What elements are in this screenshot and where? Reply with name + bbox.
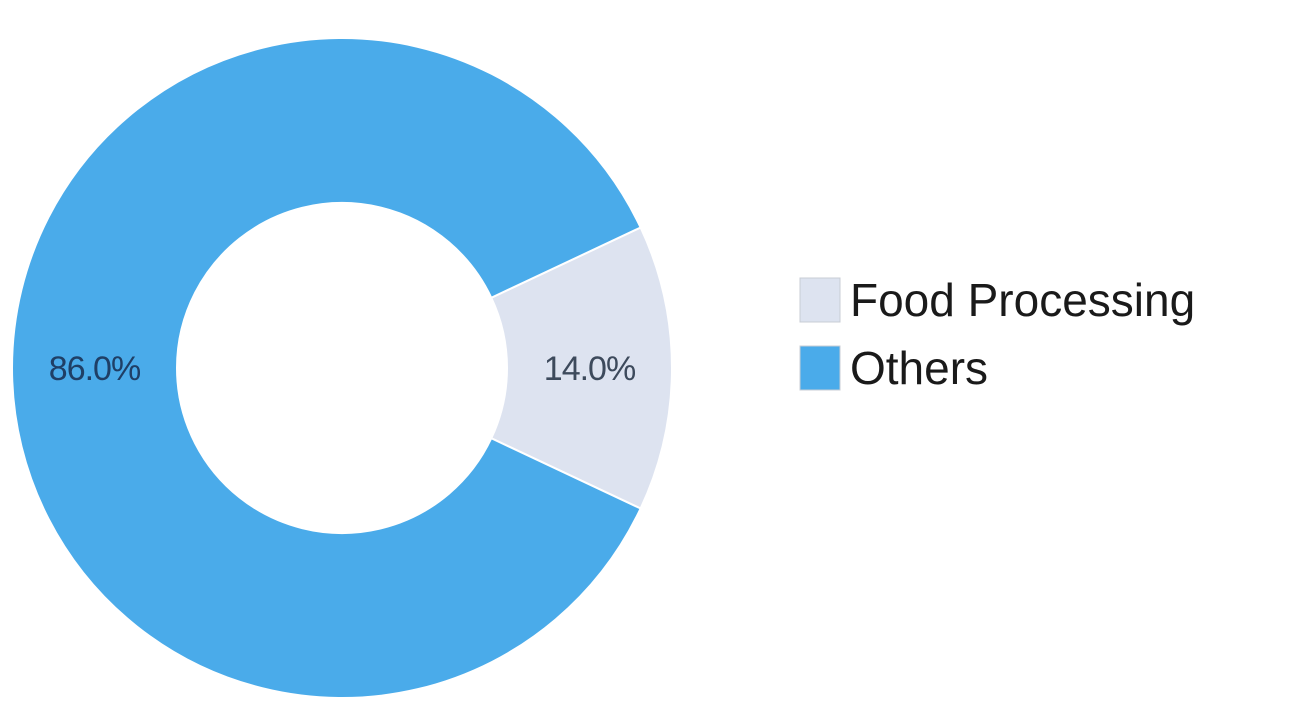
legend-label-others: Others: [850, 342, 988, 394]
donut-slices: [11, 37, 673, 699]
slice-label-others: 86.0%: [49, 350, 141, 388]
slice-labels: 14.0% 86.0%: [49, 350, 637, 388]
slice-food-processing: [489, 226, 673, 510]
slice-others: [11, 37, 642, 699]
slice-label-food-processing: 14.0%: [544, 350, 636, 388]
legend: Food Processing Others: [799, 274, 1195, 394]
legend-swatch-food-processing: [799, 277, 841, 323]
legend-swatch-others: [799, 345, 841, 391]
legend-label-food-processing: Food Processing: [850, 274, 1195, 326]
